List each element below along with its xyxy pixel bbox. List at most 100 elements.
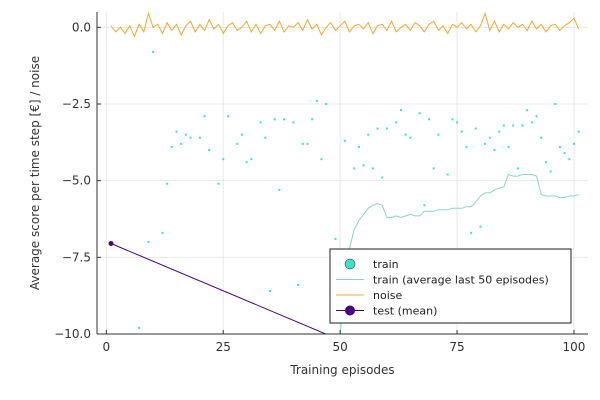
x-tick-label: 100 bbox=[563, 340, 586, 354]
train-point bbox=[264, 136, 267, 139]
x-tick-label: 25 bbox=[216, 340, 231, 354]
train-point bbox=[558, 145, 561, 148]
train-point bbox=[245, 161, 248, 164]
train-point bbox=[428, 118, 431, 121]
train-point bbox=[437, 133, 440, 136]
train-point bbox=[170, 145, 173, 148]
train-point bbox=[259, 121, 262, 124]
train-point bbox=[138, 326, 141, 329]
train-point bbox=[161, 231, 164, 234]
train-point bbox=[432, 167, 435, 170]
plot-area bbox=[108, 12, 580, 334]
legend-label-test-mean: test (mean) bbox=[373, 305, 437, 318]
train-point bbox=[269, 290, 272, 293]
legend-marker-test-mean bbox=[345, 305, 355, 316]
train-point bbox=[343, 139, 346, 142]
train-point bbox=[152, 50, 155, 53]
y-tick-labels: 0.0 −2.5 −5.0 −7.5 −10.0 bbox=[54, 20, 91, 341]
train-point bbox=[198, 136, 201, 139]
noise-line bbox=[110, 12, 580, 38]
train-point bbox=[451, 118, 454, 121]
legend-swatch-train bbox=[344, 258, 356, 270]
train-point bbox=[488, 136, 491, 139]
y-tick-label: −5.0 bbox=[62, 174, 91, 188]
x-tick-label: 0 bbox=[103, 340, 111, 354]
train-point bbox=[334, 237, 337, 240]
train-point bbox=[498, 130, 501, 133]
train-point bbox=[456, 121, 459, 124]
train-point bbox=[278, 188, 281, 191]
train-point bbox=[535, 115, 538, 118]
train-point bbox=[577, 130, 580, 133]
train-point bbox=[203, 115, 206, 118]
legend: train train (average last 50 episodes) noi… bbox=[329, 248, 572, 324]
train-point bbox=[189, 136, 192, 139]
train-point bbox=[530, 121, 533, 124]
x-tick-label: 75 bbox=[449, 340, 464, 354]
test-mean-marker bbox=[108, 241, 114, 247]
train-point bbox=[376, 127, 379, 130]
train-point bbox=[297, 283, 300, 286]
train-point bbox=[516, 167, 519, 170]
axes bbox=[96, 12, 588, 335]
train-point bbox=[409, 136, 412, 139]
train-point bbox=[568, 158, 571, 161]
train-point bbox=[147, 241, 150, 243]
y-tick-label: −10.0 bbox=[54, 327, 91, 341]
train-point bbox=[273, 118, 276, 121]
train-point bbox=[222, 158, 225, 161]
train-point bbox=[208, 149, 211, 151]
train-point bbox=[563, 152, 566, 155]
train-point bbox=[484, 142, 487, 145]
y-axis-label: Average score per time step [€] / noise bbox=[28, 56, 42, 290]
train-point bbox=[474, 127, 477, 130]
train-point bbox=[292, 121, 295, 124]
train-point bbox=[502, 124, 505, 127]
legend-label-train-average-last-50-episodes: train (average last 50 episodes) bbox=[373, 274, 549, 287]
train-point bbox=[381, 176, 384, 179]
train-point bbox=[572, 142, 575, 145]
train-point bbox=[236, 142, 239, 145]
train-point bbox=[325, 103, 328, 105]
x-tick-label: 50 bbox=[333, 340, 348, 354]
y-tick-label: −2.5 bbox=[62, 97, 91, 111]
train-point bbox=[540, 136, 543, 139]
train-point bbox=[479, 225, 482, 228]
train-point bbox=[470, 231, 473, 234]
train-point bbox=[353, 167, 356, 170]
train-point bbox=[180, 142, 183, 145]
train-point bbox=[311, 118, 314, 121]
train-point bbox=[240, 133, 243, 136]
legend-box bbox=[329, 248, 572, 324]
train-point bbox=[544, 161, 547, 164]
train-point bbox=[357, 145, 360, 148]
train-point bbox=[399, 109, 402, 112]
train-point bbox=[526, 109, 529, 112]
train-point bbox=[549, 170, 552, 173]
train-point bbox=[446, 173, 449, 176]
train-point bbox=[465, 145, 468, 148]
train-point bbox=[554, 103, 557, 105]
train-point bbox=[217, 182, 220, 185]
train-point bbox=[395, 121, 398, 124]
y-tick-label: −7.5 bbox=[62, 250, 91, 264]
train-point bbox=[315, 99, 318, 102]
train-point bbox=[423, 204, 426, 207]
legend-label-noise: noise bbox=[373, 289, 402, 302]
train-point bbox=[367, 133, 370, 136]
test-mean-line bbox=[110, 243, 328, 334]
train-point bbox=[493, 149, 496, 151]
train-point bbox=[385, 127, 388, 130]
train-point bbox=[226, 115, 229, 118]
train-point bbox=[418, 112, 421, 115]
train-point bbox=[362, 164, 365, 167]
train-point bbox=[460, 130, 463, 133]
legend-label-train: train bbox=[373, 258, 399, 271]
train-point bbox=[283, 118, 286, 121]
train-point bbox=[371, 167, 374, 170]
train-point bbox=[184, 133, 187, 136]
train-point bbox=[404, 133, 407, 136]
train-point bbox=[320, 158, 323, 161]
train-point bbox=[301, 142, 304, 145]
train-point bbox=[521, 124, 524, 127]
